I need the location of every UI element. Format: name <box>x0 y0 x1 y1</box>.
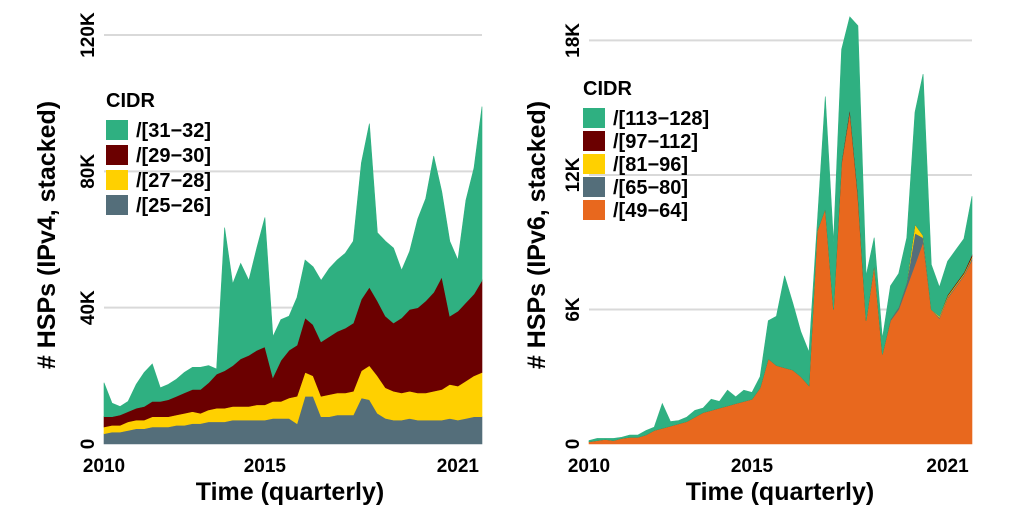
x-tick-label: 2015 <box>731 456 774 477</box>
y-tick-label: 6K <box>563 297 584 322</box>
legend-label: /[97−112] <box>613 131 698 153</box>
ipv4-x-axis-label: Time (quarterly) <box>196 478 384 506</box>
y-tick-label: 40K <box>78 290 99 325</box>
ipv6-x-ticks: 2010 2015 2021 <box>568 456 969 477</box>
ipv4-areas <box>103 106 483 445</box>
legend-label: /[27−28] <box>136 170 211 192</box>
y-tick-label: 80K <box>78 154 99 189</box>
ipv4-x-ticks: 2010 2015 2021 <box>83 456 480 477</box>
area-series-4 <box>588 16 973 443</box>
legend-label: /[81−96] <box>613 154 688 176</box>
ipv6-legend-title: CIDR <box>583 78 632 100</box>
x-tick-label: 2021 <box>437 456 480 477</box>
legend-swatch <box>583 177 605 197</box>
ipv6-areas <box>588 16 973 445</box>
legend-label: /[65−80] <box>613 177 688 199</box>
legend-swatch <box>583 200 605 220</box>
ipv6-x-axis-label: Time (quarterly) <box>686 478 874 506</box>
legend-swatch <box>583 108 605 128</box>
ipv4-y-ticks: 0 40K 80K 120K <box>78 12 99 449</box>
legend-swatch <box>583 154 605 174</box>
ipv4-legend: CIDR /[31−32] /[29−30] /[27−28] /[25−26] <box>106 90 211 217</box>
y-tick-label: 0 <box>563 439 584 450</box>
legend-label: /[29−30] <box>136 145 211 167</box>
legend-label: /[25−26] <box>136 195 211 217</box>
y-tick-label: 12K <box>563 157 584 192</box>
legend-swatch <box>583 131 605 151</box>
x-tick-label: 2010 <box>568 456 610 477</box>
x-tick-label: 2010 <box>83 456 125 477</box>
legend-label: /[49−64] <box>613 200 688 222</box>
area-series-3 <box>103 106 483 417</box>
ipv6-y-ticks: 0 6K 12K 18K <box>563 23 584 450</box>
legend-swatch <box>106 145 128 165</box>
x-tick-label: 2015 <box>244 456 287 477</box>
y-tick-label: 0 <box>78 439 99 450</box>
legend-label: /[31−32] <box>136 120 211 142</box>
ipv4-legend-title: CIDR <box>106 90 155 112</box>
y-tick-label: 120K <box>78 12 99 58</box>
legend-swatch <box>106 120 128 140</box>
ipv4-y-axis-label: # HSPs (IPv4, stacked) <box>33 101 61 369</box>
ipv4-chart: 2010 2015 2021 0 40K 80K 120K Time (quarterly… <box>33 12 483 506</box>
legend-label: /[113−128] <box>613 108 709 130</box>
legend-swatch <box>106 195 128 215</box>
legend-swatch <box>106 170 128 190</box>
x-tick-label: 2021 <box>926 456 969 477</box>
ipv6-y-axis-label: # HSPs (IPv6, stacked) <box>523 101 551 369</box>
y-tick-label: 18K <box>563 23 584 58</box>
ipv6-legend: CIDR /[113−128]/[97−112]/[81−96]/[65−80]… <box>583 78 709 222</box>
